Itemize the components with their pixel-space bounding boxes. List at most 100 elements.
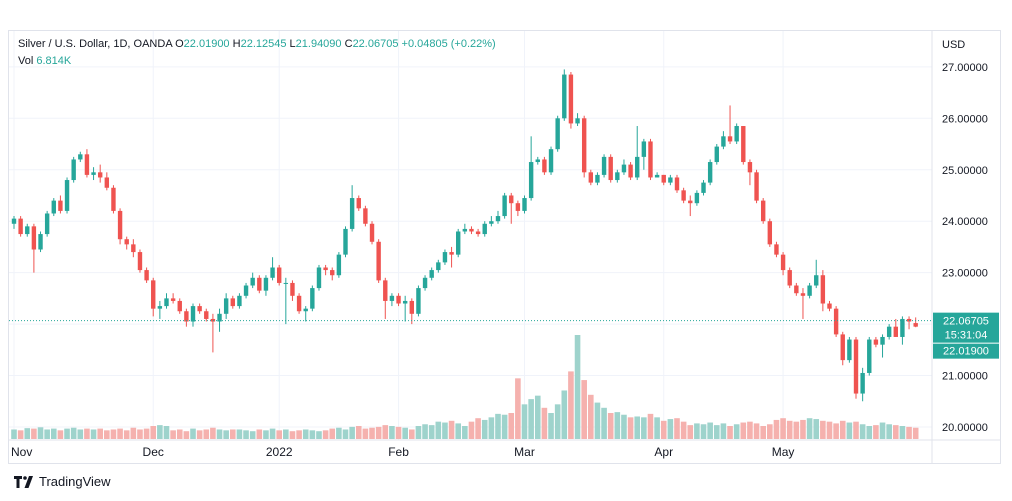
volume-bar — [190, 428, 196, 439]
candle-body — [462, 228, 468, 232]
candle-body — [210, 318, 216, 322]
candle-body — [754, 172, 759, 201]
candle-body — [44, 213, 50, 235]
open-value: 22.01900 — [183, 38, 230, 50]
last-price-tag — [933, 312, 999, 343]
candle-body — [270, 267, 275, 278]
candle-body — [780, 254, 786, 271]
candle-body — [800, 293, 806, 296]
candle-body — [548, 149, 554, 173]
candle-body — [257, 277, 262, 291]
candle-body — [747, 162, 753, 173]
candle-body — [654, 174, 660, 178]
candle-body — [860, 372, 865, 394]
volume-bar — [733, 424, 740, 439]
candle-body — [873, 339, 879, 345]
volume-bar — [137, 429, 143, 439]
candle-body — [31, 226, 37, 250]
volume-bar — [713, 425, 720, 439]
time-tick-label: Dec — [143, 445, 164, 459]
close-label: C — [344, 38, 353, 50]
candle-body — [794, 285, 799, 294]
candle-body — [11, 218, 17, 224]
candle-body — [442, 252, 448, 263]
candle-body — [389, 295, 395, 301]
time-tick-label: Nov — [11, 445, 32, 459]
volume-bar — [50, 428, 57, 439]
candle-body — [409, 300, 414, 314]
candle-body — [230, 298, 235, 307]
candle-body — [436, 262, 441, 271]
volume-bar — [196, 430, 203, 439]
candle-body — [177, 300, 182, 312]
volume-bar — [654, 417, 660, 439]
volume-bar — [216, 429, 223, 439]
volume-bar — [223, 430, 229, 439]
volume-bar — [104, 430, 110, 439]
candle-body — [615, 172, 620, 181]
volume-bar — [17, 430, 24, 439]
volume-bar — [773, 419, 780, 439]
volume-bar — [793, 421, 800, 439]
volume-bar — [853, 421, 859, 439]
candle-body — [336, 254, 342, 276]
volume-bar — [263, 430, 269, 439]
volume-bar — [203, 429, 210, 439]
volume-bar — [621, 414, 627, 439]
volume-bar — [375, 426, 382, 439]
volume-bar — [84, 428, 90, 439]
price-tick-label: 21.00000 — [942, 371, 988, 383]
change-value: +0.04805 (+0.22%) — [401, 38, 496, 50]
candle-body — [694, 192, 700, 204]
candle-body — [601, 156, 607, 175]
volume-bar — [700, 424, 707, 439]
candle-body — [131, 244, 136, 253]
volume-bar — [508, 413, 515, 439]
candle-body — [416, 288, 421, 314]
tradingview-logo-icon — [14, 475, 33, 488]
candle-body — [237, 295, 242, 307]
volume-bar — [183, 431, 190, 439]
candle-body — [157, 306, 163, 309]
candle-body — [383, 280, 388, 301]
candle-body — [635, 156, 640, 178]
volume-bar — [296, 430, 302, 439]
footer-brand[interactable]: TradingView — [14, 474, 111, 489]
volume-bar — [176, 429, 183, 439]
candle-body — [369, 223, 375, 242]
volume-bar — [24, 428, 31, 439]
candle-body — [774, 244, 779, 255]
candle-body — [51, 200, 56, 214]
candle-body — [827, 303, 832, 309]
candle-body — [727, 136, 733, 142]
volume-bar — [806, 418, 813, 439]
candle-body — [509, 195, 514, 204]
volume-bar — [501, 414, 508, 439]
candle-body — [595, 174, 600, 183]
volume-bar — [349, 426, 355, 439]
candle-body — [71, 159, 76, 181]
high-label: H — [232, 38, 241, 50]
volume-bar — [336, 427, 342, 439]
volume-bar — [707, 422, 713, 439]
volume-bar — [130, 427, 137, 439]
volume-bar — [395, 426, 402, 439]
candle-body — [668, 177, 673, 183]
candle-body — [575, 118, 580, 124]
candle-body — [581, 118, 587, 173]
candle-body — [721, 136, 726, 147]
candle-body — [429, 270, 434, 278]
candle-body — [734, 126, 739, 142]
volume-bar — [846, 422, 853, 439]
high-value: 22.12545 — [240, 38, 287, 50]
candle-body — [111, 187, 116, 211]
volume-bar — [554, 404, 561, 439]
volume-bar — [859, 424, 866, 439]
volume-bar — [57, 430, 64, 439]
volume-bar — [574, 335, 581, 439]
candle-body — [277, 267, 282, 283]
candle-body — [217, 313, 222, 322]
candle-body — [449, 252, 454, 255]
candle-body — [190, 306, 196, 322]
